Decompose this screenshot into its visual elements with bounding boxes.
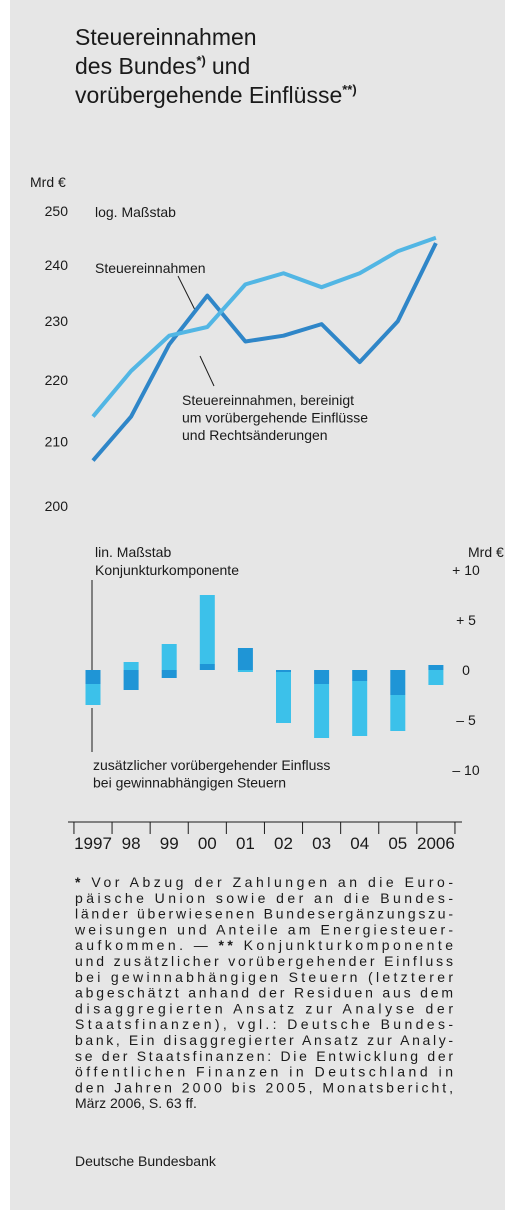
bar-segment — [85, 684, 101, 705]
footnote-text: länder überwiesenen Bundesergänzungszu- — [75, 906, 453, 922]
line-series — [91, 235, 437, 418]
title-text: vorübergehende Einflüsse — [75, 82, 342, 108]
series-label: zusätzlicher vorübergehender Einfluss — [93, 757, 330, 773]
footnote-text: Konjunkturkomponente — [236, 937, 453, 953]
line-series — [91, 242, 438, 462]
bar-segment — [199, 595, 215, 664]
series-label: Steuereinnahmen, bereinigt — [182, 392, 354, 408]
x-tick-label: 2006 — [417, 834, 455, 853]
x-tick-label: 04 — [350, 834, 369, 853]
footnote-text: abgeschätzt anhand der Residuen aus dem — [75, 985, 453, 1001]
y-axis-label: Mrd € — [30, 174, 66, 190]
footnote-text: öffentlichen Finanzen in Deutschland in — [75, 1064, 453, 1080]
bar-segment — [276, 672, 291, 723]
footnote-text: März 2006, S. 63 ff. — [75, 1095, 197, 1111]
x-tick-label: 98 — [122, 834, 141, 853]
y-tick-label: – 5 — [456, 712, 476, 728]
bar-segment — [161, 670, 177, 678]
title-text: des Bundes — [75, 53, 196, 79]
series-label: Steuereinnahmen — [95, 260, 206, 276]
y-tick-label: 220 — [45, 372, 69, 388]
footnote-line: weisungen und Anteile am Energiesteuer- — [74, 921, 453, 937]
footnote-line: bank, Ein disaggregierter Ansatz zur Ana… — [75, 1032, 453, 1048]
footnote-text: se der Staatsfinanzen: Die Entwicklung d… — [75, 1048, 453, 1064]
x-tick-label: 05 — [388, 834, 407, 853]
footnote-line: länder überwiesenen Bundesergänzungszu- — [75, 906, 453, 922]
bar-segment — [314, 684, 330, 738]
bar-segment — [199, 664, 215, 670]
x-tick-label: 03 — [312, 834, 331, 853]
footnote-text: Vor Abzug der Zahlungen an die Euro- — [84, 874, 453, 890]
footnote-text: weisungen und Anteile am Energiesteuer- — [74, 921, 453, 937]
series-label: um vorübergehende Einflüsse — [182, 410, 368, 426]
title-note: *) — [196, 53, 205, 68]
y-tick-label: 0 — [462, 662, 470, 678]
chart-title: vorübergehende Einflüsse**) — [75, 82, 357, 108]
x-tick-label: 99 — [160, 834, 179, 853]
chart-title: des Bundes*) und — [75, 53, 250, 79]
y-tick-label: 200 — [45, 498, 69, 514]
footnote-line: disaggregierten Ansatz zur Analyse der — [75, 1000, 453, 1016]
bar-segment — [428, 665, 444, 670]
bar-segment — [85, 670, 101, 684]
title-text: und — [212, 53, 250, 79]
bar-segment — [276, 670, 291, 672]
y-tick-label: – 10 — [452, 762, 479, 778]
bar-segment — [314, 670, 330, 684]
leader-line — [177, 275, 197, 313]
y-tick-label: 240 — [45, 257, 69, 273]
y-tick-label: + 10 — [452, 562, 480, 578]
x-tick-label: 1997 — [74, 834, 112, 853]
y-tick-label: 210 — [45, 433, 69, 449]
footnote-text: päische Union sowie der an die Bundes- — [75, 890, 453, 906]
y-tick-label: + 5 — [456, 612, 476, 628]
bar-segment — [390, 670, 406, 695]
scale-note: log. Maßstab — [95, 204, 176, 220]
bar-segment — [123, 662, 139, 670]
bar-segment — [390, 695, 406, 731]
bar-segment — [161, 644, 177, 670]
y-tick-label: 250 — [45, 203, 69, 219]
title-text: Steuereinnahmen — [75, 24, 257, 50]
footnote-line: päische Union sowie der an die Bundes- — [75, 890, 453, 906]
x-tick-label: 02 — [274, 834, 293, 853]
x-tick-label: 00 — [198, 834, 217, 853]
series-label: und Rechtsänderungen — [182, 427, 328, 443]
bar-segment — [123, 670, 139, 690]
source: Deutsche Bundesbank — [75, 1153, 217, 1169]
scale-note: lin. Maßstab — [95, 544, 171, 560]
footnote-marker: * — [75, 874, 81, 890]
footnote-line: se der Staatsfinanzen: Die Entwicklung d… — [75, 1048, 453, 1064]
footnote-line: * Vor Abzug der Zahlungen an die Euro- — [75, 874, 453, 890]
y-tick-label: 230 — [45, 313, 69, 329]
bar-segment — [352, 681, 368, 736]
bar-segment — [428, 670, 444, 685]
footnote-text: disaggregierten Ansatz zur Analyse der — [75, 1000, 453, 1016]
footnote-line: aufkommen. — ** Konjunkturkomponente — [75, 937, 453, 953]
chart-title: Steuereinnahmen — [75, 24, 257, 50]
footnote-line: abgeschätzt anhand der Residuen aus dem — [75, 985, 453, 1001]
series-label: bei gewinnabhängigen Steuern — [93, 775, 286, 791]
footnote-text: aufkommen. — — [75, 937, 215, 953]
footnote-line: März 2006, S. 63 ff. — [75, 1095, 197, 1111]
bar-segment — [237, 670, 253, 672]
y-axis-label: Mrd € — [468, 544, 504, 560]
bar-segment — [352, 670, 368, 681]
leader-line — [199, 355, 215, 387]
footnote-line: öffentlichen Finanzen in Deutschland in — [75, 1064, 453, 1080]
leaders — [91, 275, 215, 752]
title-note: **) — [342, 82, 356, 97]
footnote-text: bank, Ein disaggregierter Ansatz zur Ana… — [75, 1032, 453, 1048]
x-tick-label: 01 — [236, 834, 255, 853]
series-label: Konjunkturkomponente — [95, 562, 239, 578]
bar-segment — [237, 648, 253, 670]
